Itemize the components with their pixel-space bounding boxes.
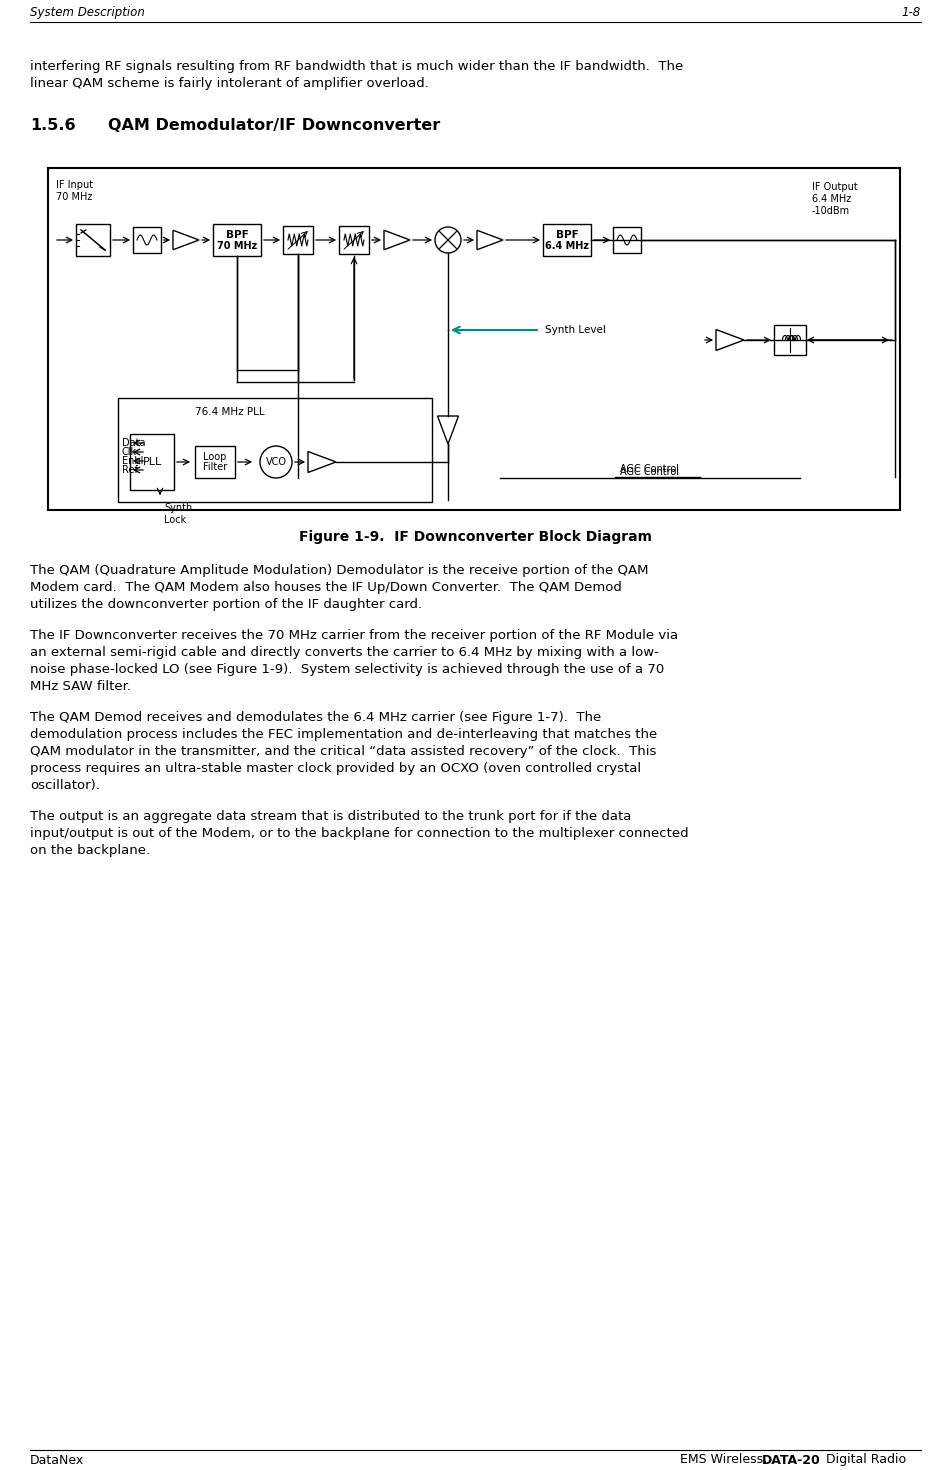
Text: BPF: BPF <box>225 229 248 240</box>
Bar <box>195 445 235 478</box>
Circle shape <box>260 445 292 478</box>
Polygon shape <box>716 329 744 350</box>
Text: IF Output: IF Output <box>812 182 858 193</box>
Text: System Description: System Description <box>30 6 145 19</box>
Text: process requires an ultra-stable master clock provided by an OCXO (oven controll: process requires an ultra-stable master … <box>30 761 641 775</box>
Polygon shape <box>173 231 199 250</box>
Text: DataNex: DataNex <box>30 1454 85 1467</box>
Text: BPF: BPF <box>555 229 578 240</box>
Text: oscillator).: oscillator). <box>30 779 100 792</box>
Bar <box>118 398 432 501</box>
Text: QAM modulator in the transmitter, and the critical “data assisted recovery” of t: QAM modulator in the transmitter, and th… <box>30 745 656 759</box>
Text: input/output is out of the Modem, or to the backplane for connection to the mult: input/output is out of the Modem, or to … <box>30 828 689 839</box>
Text: 70 MHz: 70 MHz <box>56 193 92 201</box>
Text: on the backplane.: on the backplane. <box>30 844 150 857</box>
Text: 1-8: 1-8 <box>902 6 921 19</box>
Text: The QAM Demod receives and demodulates the 6.4 MHz carrier (see Figure 1-7).  Th: The QAM Demod receives and demodulates t… <box>30 711 601 725</box>
Bar <box>213 223 261 256</box>
Bar <box>283 226 313 254</box>
Text: Lock: Lock <box>164 514 186 525</box>
Text: -10dBm: -10dBm <box>812 206 850 216</box>
Bar <box>774 325 806 354</box>
Text: Digital Radio: Digital Radio <box>822 1454 906 1467</box>
Circle shape <box>435 226 461 253</box>
Text: PLL: PLL <box>143 457 162 467</box>
Text: utilizes the downconverter portion of the IF daughter card.: utilizes the downconverter portion of th… <box>30 598 422 612</box>
Text: Filter: Filter <box>203 462 227 472</box>
Text: Synth Level: Synth Level <box>545 325 606 335</box>
Text: The IF Downconverter receives the 70 MHz carrier from the receiver portion of th: The IF Downconverter receives the 70 MHz… <box>30 629 678 642</box>
Polygon shape <box>308 451 336 472</box>
Text: Figure 1-9.  IF Downconverter Block Diagram: Figure 1-9. IF Downconverter Block Diagr… <box>299 531 652 544</box>
Text: 6.4 MHz: 6.4 MHz <box>812 194 851 204</box>
Polygon shape <box>477 231 503 250</box>
Text: Ref: Ref <box>122 465 138 475</box>
Text: QAM Demodulator/IF Downconverter: QAM Demodulator/IF Downconverter <box>108 118 440 132</box>
Bar <box>339 226 369 254</box>
Text: AGC Control: AGC Control <box>620 465 680 473</box>
Text: 1.5.6: 1.5.6 <box>30 118 76 132</box>
Text: 76.4 MHz PLL: 76.4 MHz PLL <box>195 407 264 417</box>
Text: linear QAM scheme is fairly intolerant of amplifier overload.: linear QAM scheme is fairly intolerant o… <box>30 76 429 90</box>
Text: IF Input: IF Input <box>56 179 93 190</box>
Text: VCO: VCO <box>265 457 286 467</box>
Bar <box>130 434 174 490</box>
Text: Data: Data <box>122 438 146 448</box>
Text: EMS Wireless,: EMS Wireless, <box>680 1454 771 1467</box>
Text: Clk: Clk <box>122 447 137 457</box>
Text: AGC Control: AGC Control <box>620 467 679 476</box>
Bar <box>613 226 641 253</box>
Bar <box>543 223 591 256</box>
Bar <box>76 223 110 256</box>
Text: MHz SAW filter.: MHz SAW filter. <box>30 681 131 692</box>
Bar <box>133 226 161 253</box>
Text: The output is an aggregate data stream that is distributed to the trunk port for: The output is an aggregate data stream t… <box>30 810 631 823</box>
Text: 6.4 MHz: 6.4 MHz <box>545 241 589 251</box>
Text: Loop: Loop <box>204 451 226 462</box>
Text: Synth: Synth <box>164 503 192 513</box>
Text: demodulation process includes the FEC implementation and de-interleaving that ma: demodulation process includes the FEC im… <box>30 728 657 741</box>
Text: DATA-20: DATA-20 <box>762 1454 821 1467</box>
Text: The QAM (Quadrature Amplitude Modulation) Demodulator is the receive portion of : The QAM (Quadrature Amplitude Modulation… <box>30 564 649 578</box>
Text: an external semi-rigid cable and directly converts the carrier to 6.4 MHz by mix: an external semi-rigid cable and directl… <box>30 645 659 659</box>
Text: Modem card.  The QAM Modem also houses the IF Up/Down Converter.  The QAM Demod: Modem card. The QAM Modem also houses th… <box>30 581 622 594</box>
Text: 70 MHz: 70 MHz <box>217 241 257 251</box>
Bar <box>48 168 900 510</box>
Text: Enbl: Enbl <box>122 456 144 466</box>
Polygon shape <box>437 416 458 444</box>
Polygon shape <box>384 231 410 250</box>
Text: noise phase-locked LO (see Figure 1-9).  System selectivity is achieved through : noise phase-locked LO (see Figure 1-9). … <box>30 663 664 676</box>
Text: interfering RF signals resulting from RF bandwidth that is much wider than the I: interfering RF signals resulting from RF… <box>30 60 683 74</box>
